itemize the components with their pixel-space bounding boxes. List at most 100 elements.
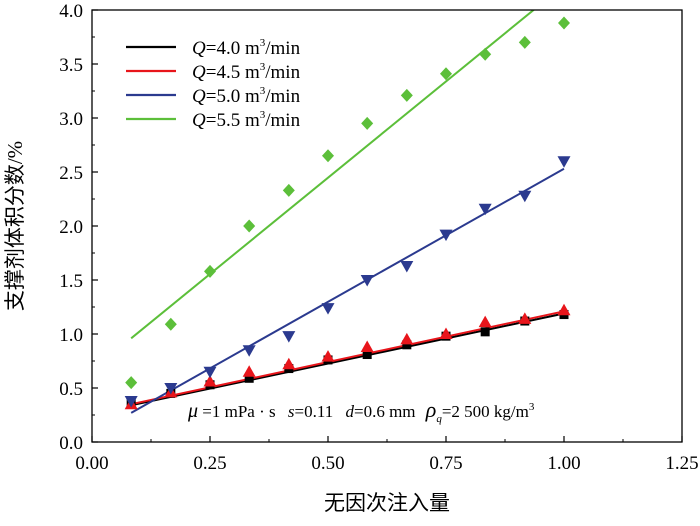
y-tick-label-3: 1.0 xyxy=(59,325,83,346)
data-point-s2-8 xyxy=(400,332,414,345)
data-point-s3-1 xyxy=(124,395,138,408)
data-point-s4-8 xyxy=(400,88,413,102)
data-point-s3-2 xyxy=(164,383,178,395)
legend-item-2: Q=4.5 m3/min xyxy=(126,61,301,83)
x-tick-label-5: 1.00 xyxy=(547,453,580,474)
rho-symbol: ρ xyxy=(425,397,437,422)
series-4-markers xyxy=(125,16,570,390)
data-point-s2-4 xyxy=(242,365,256,377)
y-tick-label-1: 0.0 xyxy=(59,433,83,454)
s-symbol: s xyxy=(288,402,295,421)
data-point-s3-11 xyxy=(518,190,532,203)
series-layer xyxy=(124,10,571,414)
data-point-s1-8 xyxy=(402,340,412,350)
legend-label-2: Q=4.5 m3/min xyxy=(192,61,301,83)
series-2-markers xyxy=(124,303,571,410)
fit-line-1 xyxy=(130,312,565,407)
rho-value: =2 500 kg/m xyxy=(442,402,529,421)
data-point-s2-5 xyxy=(282,357,296,370)
legend-unit-suffix: /min xyxy=(265,62,300,83)
d-value: =0.6 mm xyxy=(354,402,416,421)
y-axis-label: 支撑剂体积分数/% xyxy=(3,141,27,311)
y-tick-label-8: 3.5 xyxy=(59,55,83,76)
legend-q-symbol: Q xyxy=(192,38,206,59)
data-point-s3-6 xyxy=(321,303,335,315)
data-point-s4-2 xyxy=(164,317,177,331)
data-point-s4-6 xyxy=(322,149,334,163)
data-point-s2-11 xyxy=(518,312,532,324)
data-point-s4-10 xyxy=(479,47,492,61)
legend-item-4: Q=5.5 m3/min xyxy=(126,109,301,131)
legend-q-value: =4.0 m xyxy=(206,38,260,59)
fit-line-4 xyxy=(130,10,536,340)
y-tick-label-7: 3.0 xyxy=(59,109,83,130)
series-3-markers xyxy=(124,156,571,408)
legend-q-value: =5.5 m xyxy=(206,110,260,131)
data-point-s3-10 xyxy=(478,203,492,216)
legend-unit-superscript: 3 xyxy=(260,109,266,121)
legend-q-value: =4.5 m xyxy=(206,62,260,83)
data-point-s1-10 xyxy=(480,327,490,337)
data-point-s3-5 xyxy=(282,331,296,343)
legend-unit-superscript: 3 xyxy=(260,61,266,73)
data-point-s4-5 xyxy=(282,183,295,197)
legend-item-1: Q=4.0 m3/min xyxy=(126,37,301,59)
d-symbol: d xyxy=(345,402,354,421)
x-tick-label-3: 0.50 xyxy=(311,453,344,474)
data-point-s2-9 xyxy=(439,327,453,339)
legend-label-1: Q=4.0 m3/min xyxy=(192,37,301,59)
x-axis-label: 无因次注入量 xyxy=(324,491,450,515)
data-point-s2-10 xyxy=(478,315,492,328)
data-point-s2-3 xyxy=(203,375,217,387)
legend-unit-superscript: 3 xyxy=(260,37,266,49)
plot-area xyxy=(92,10,682,442)
legend-unit-suffix: /min xyxy=(265,110,300,131)
y-tick-label-4: 1.5 xyxy=(59,271,83,292)
legend-unit-superscript: 3 xyxy=(260,85,266,97)
x-tick-label-4: 0.75 xyxy=(429,453,462,474)
fit-line-3 xyxy=(130,167,565,414)
parameters-annotation: μ =1 mPa · s s=0.11 d=0.6 mm ρq=2 500 kg… xyxy=(187,397,535,425)
data-point-s2-7 xyxy=(360,340,374,352)
y-tick-label-2: 0.5 xyxy=(59,379,83,400)
y-tick-label-6: 2.5 xyxy=(59,163,83,184)
legend-q-symbol: Q xyxy=(192,62,206,83)
x-tick-label-6: 1.25 xyxy=(665,453,698,474)
plot-background xyxy=(92,10,682,442)
mu-symbol: μ xyxy=(187,400,198,422)
markers xyxy=(124,16,571,410)
data-point-s4-7 xyxy=(361,116,374,130)
data-point-s1-7 xyxy=(362,350,372,360)
legend-q-value: =5.0 m xyxy=(206,86,260,107)
data-point-s4-1 xyxy=(125,376,138,390)
data-point-s2-12 xyxy=(557,303,571,316)
data-point-s3-7 xyxy=(360,275,374,287)
data-point-s4-4 xyxy=(243,219,256,233)
fit-lines xyxy=(130,10,565,414)
data-point-s4-11 xyxy=(518,35,531,49)
axes-layer: 0.00 0.25 0.50 0.75 1.00 1.25 0.0 0.5 1.0 1.5 2.0 2… xyxy=(59,1,698,474)
data-point-s3-12 xyxy=(557,156,571,168)
data-point-s3-4 xyxy=(242,345,256,357)
fit-line-2 xyxy=(130,310,565,406)
rho-subscript: q xyxy=(436,413,442,425)
legend-q-symbol: Q xyxy=(192,110,206,131)
rho-unit-superscript: 3 xyxy=(529,401,535,413)
legend-item-3: Q=5.0 m3/min xyxy=(126,85,301,107)
legend-q-symbol: Q xyxy=(192,86,206,107)
y-tick-label-9: 4.0 xyxy=(59,1,83,22)
legend-unit-suffix: /min xyxy=(265,38,300,59)
data-point-s4-3 xyxy=(204,264,216,278)
s-value: =0.11 xyxy=(295,402,334,421)
data-point-s3-3 xyxy=(203,366,217,379)
legend-label-4: Q=5.5 m3/min xyxy=(192,109,301,131)
x-tick-label-2: 0.25 xyxy=(193,453,226,474)
legend-unit-suffix: /min xyxy=(265,86,300,107)
legend-label-3: Q=5.0 m3/min xyxy=(192,85,301,107)
mu-value: =1 mPa · s xyxy=(198,402,276,421)
y-tick-label-5: 2.0 xyxy=(59,217,83,238)
data-point-s4-9 xyxy=(440,67,452,81)
